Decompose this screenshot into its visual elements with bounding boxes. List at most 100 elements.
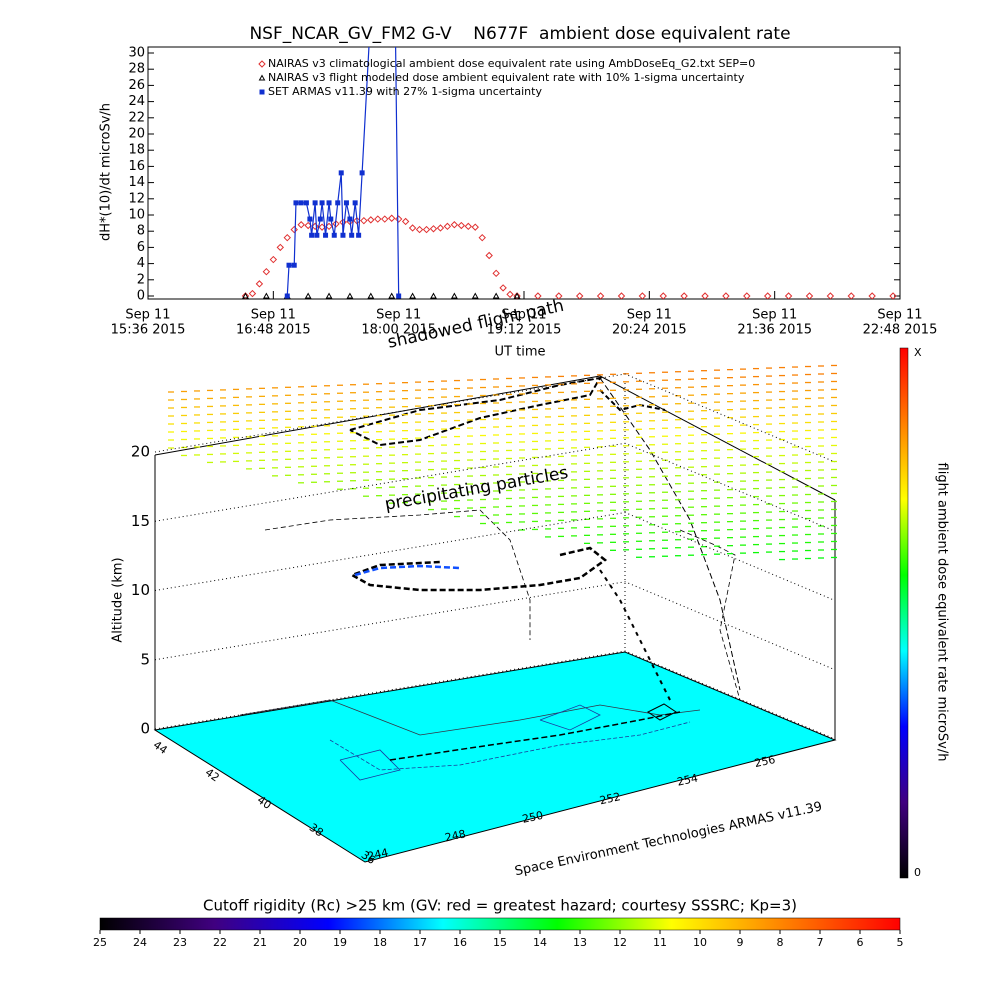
- legend-entry: NAIRAS v3 climatological ambient dose eq…: [258, 57, 755, 70]
- data-point: [284, 293, 290, 299]
- data-point: [325, 292, 333, 299]
- data-point: [307, 216, 313, 222]
- legend-label: NAIRAS v3 flight modeled dose ambient eq…: [268, 71, 745, 84]
- data-point: [359, 170, 365, 176]
- colorbar-tick-label: 5: [897, 936, 904, 949]
- data-point: [422, 225, 431, 234]
- flight-path: [349, 376, 602, 447]
- data-point: [763, 292, 772, 299]
- z-tick-label: 5: [140, 650, 150, 668]
- lon-tick-label: 250: [521, 809, 544, 826]
- x-tick-label: 19:12 2015: [487, 323, 562, 338]
- data-point: [409, 292, 416, 299]
- x-axis-label: UT time: [495, 345, 546, 360]
- data-point: [722, 292, 730, 299]
- x-tick-label: Sep 11: [877, 308, 922, 323]
- z-tick-label: 20: [131, 443, 150, 461]
- data-point: [293, 200, 299, 206]
- data-point: [349, 232, 355, 238]
- x-tick-label: Sep 11: [501, 308, 546, 323]
- ground-track: [389, 711, 681, 761]
- data-point: [471, 223, 479, 231]
- data-point: [388, 292, 396, 299]
- data-point: [430, 292, 437, 299]
- data-point: [304, 292, 312, 299]
- x-tick-label: 15:36 2015: [111, 323, 186, 338]
- colorbar-title: Cutoff rigidity (Rc) >25 km (GV: red = g…: [203, 897, 797, 915]
- legend-entry: SET ARMAS v11.39 with 27% 1-sigma uncert…: [259, 85, 542, 98]
- data-point: [492, 269, 500, 278]
- grid-line: [154, 581, 836, 671]
- chart-title: NSF_NCAR_GV_FM2 G-V N677F ambient dose e…: [249, 24, 790, 44]
- data-point: [331, 232, 337, 238]
- data-point: [269, 255, 278, 264]
- lon-tick-label: 244: [366, 846, 389, 863]
- data-point: [805, 292, 814, 299]
- data-point: [346, 292, 354, 299]
- data-point: [317, 216, 323, 222]
- colorbar-tick-label: 24: [133, 936, 147, 949]
- colorbar-tick-label: 17: [413, 936, 427, 949]
- colorbar-tick-label: 19: [333, 936, 347, 949]
- data-point: [401, 217, 410, 226]
- z-tick-label: 0: [140, 720, 150, 738]
- colorbar-tick-label: 9: [737, 936, 744, 949]
- z-tick-label: 15: [131, 512, 150, 530]
- data-point: [311, 222, 319, 231]
- data-point: [319, 200, 325, 206]
- data-point: [429, 225, 438, 233]
- data-point: [513, 292, 521, 299]
- airport-marker: [647, 703, 677, 721]
- legend-marker: [259, 89, 265, 95]
- dose-field: [168, 364, 837, 561]
- colorbar-tick-label: 23: [173, 936, 187, 949]
- data-point: [298, 200, 304, 206]
- colorbar-tick-label: 6: [857, 936, 864, 949]
- data-point: [352, 200, 358, 206]
- data-point: [396, 293, 402, 299]
- lake-outline: [339, 749, 401, 781]
- data-point: [314, 232, 320, 238]
- data-point: [743, 292, 751, 299]
- x-tick-label: 22:48 2015: [863, 323, 938, 338]
- data-point: [387, 214, 396, 222]
- data-point: [408, 224, 417, 232]
- data-point: [276, 243, 285, 252]
- data-point: [638, 292, 647, 299]
- data-point: [889, 292, 897, 299]
- data-point: [701, 292, 709, 299]
- colorbar-tick-label: 18: [373, 936, 387, 949]
- data-point: [263, 292, 270, 299]
- colorbar-tick-label: 22: [213, 936, 227, 949]
- colorbar-tick-label: 16: [453, 936, 467, 949]
- colorbar-tick-label: 13: [573, 936, 587, 949]
- y-tick-label: 18: [128, 143, 145, 158]
- data-point: [360, 216, 368, 225]
- data-point: [464, 222, 473, 231]
- y-tick-label: 28: [128, 62, 145, 77]
- data-point: [297, 221, 305, 229]
- grid-line: [154, 442, 836, 532]
- legend-marker: [258, 74, 266, 81]
- colorbar: [899, 347, 909, 879]
- z-tick-label: 10: [131, 581, 150, 599]
- 3d-grid: [154, 373, 836, 740]
- colorbar: [99, 917, 901, 931]
- data-point: [338, 170, 344, 176]
- series-line: [286, 47, 400, 297]
- legend-label: NAIRAS v3 climatological ambient dose eq…: [268, 57, 755, 70]
- data-point: [335, 200, 341, 206]
- colorbar-tick-label: 14: [533, 936, 547, 949]
- lon-tick-label: 254: [676, 772, 699, 789]
- 3d-box: [153, 375, 837, 863]
- lon-tick-label: 252: [598, 790, 621, 807]
- data-point: [242, 292, 249, 299]
- data-point: [680, 292, 688, 299]
- flight-path: [599, 377, 741, 691]
- data-point: [374, 215, 382, 223]
- legend-label: SET ARMAS v11.39 with 27% 1-sigma uncert…: [268, 85, 542, 98]
- y-tick-label: 20: [128, 127, 145, 142]
- colorbar-tick-label: 21: [253, 936, 267, 949]
- data-point: [343, 200, 349, 206]
